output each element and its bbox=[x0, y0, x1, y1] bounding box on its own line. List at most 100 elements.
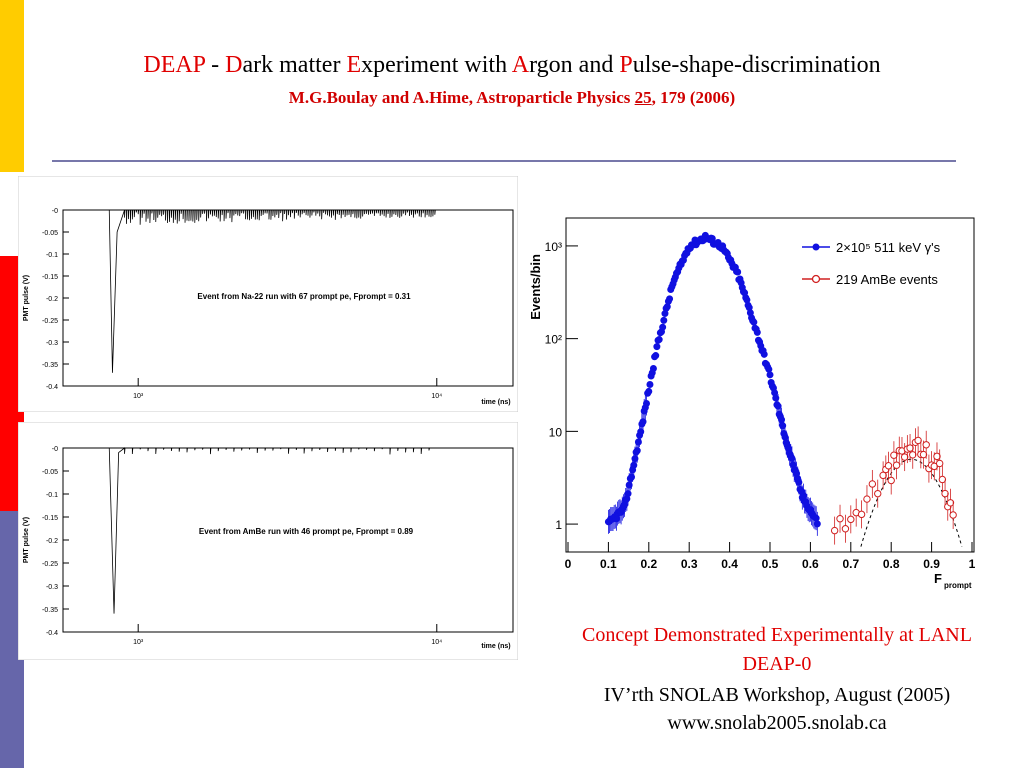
x-tick-label: 10³ bbox=[133, 639, 144, 646]
y-tick-label: -0.35 bbox=[42, 362, 58, 369]
title-part: D bbox=[225, 52, 243, 78]
gamma-point bbox=[642, 399, 650, 407]
gamma-point bbox=[708, 234, 716, 242]
y-tick-label: -0 bbox=[52, 446, 58, 453]
ambe-point bbox=[906, 444, 914, 452]
title-part: P bbox=[619, 52, 633, 78]
gamma-point bbox=[760, 350, 768, 358]
x-tick-label: 1 bbox=[969, 557, 976, 571]
caption-website: www.snolab2005.snolab.ca bbox=[667, 712, 887, 734]
y-axis-label: PMT pulse (V) bbox=[23, 275, 30, 321]
ambe-point bbox=[879, 471, 887, 480]
ambe-point bbox=[857, 510, 866, 519]
pulse-chart-na22: -0 -0.05 -0.1 -0.15 -0.2 -0.25 -0.3 -0.35 -0.4 1… bbox=[17, 175, 519, 413]
y-tick-label: -0 bbox=[52, 208, 58, 215]
ambe-point bbox=[946, 499, 955, 507]
data-points-group bbox=[604, 231, 957, 545]
title-part: A bbox=[511, 52, 530, 78]
gamma-point bbox=[666, 295, 674, 303]
legend-label-gamma: 2×10⁵ 511 keV γ's bbox=[836, 240, 941, 255]
reference-volume: 25 bbox=[634, 88, 652, 107]
y-axis-label: PMT pulse (V) bbox=[23, 517, 30, 563]
ambe-point bbox=[909, 451, 917, 459]
x-tick-label: 0.7 bbox=[842, 557, 859, 571]
x-axis-label-subscript: prompt bbox=[944, 581, 972, 590]
title-part: DEAP bbox=[143, 52, 206, 78]
title-part: rgon and bbox=[529, 52, 620, 78]
gamma-point bbox=[639, 418, 647, 426]
pmt-trace bbox=[63, 209, 513, 373]
y-tick-label: -0.05 bbox=[42, 469, 58, 476]
gamma-point bbox=[813, 520, 821, 528]
ambe-point bbox=[841, 525, 850, 533]
x-tick-label: 0 bbox=[565, 557, 572, 571]
y-tick-label: -0.2 bbox=[46, 296, 58, 303]
y-tick-label: -0.1 bbox=[46, 492, 58, 499]
caption-deap0: DEAP-0 bbox=[742, 653, 812, 675]
ambe-point bbox=[863, 495, 871, 503]
ambe-point bbox=[941, 489, 949, 498]
y-tick-label: -0.2 bbox=[46, 538, 58, 545]
y-tick-label: 10 bbox=[549, 425, 563, 439]
y-tick-label: -0.1 bbox=[46, 252, 58, 259]
ambe-point bbox=[938, 475, 947, 484]
x-tick-label: 10³ bbox=[133, 393, 144, 400]
y-tick-label: -0.3 bbox=[46, 584, 58, 591]
ambe-point bbox=[935, 459, 944, 468]
x-tick-group: 10³ 10⁴ bbox=[133, 378, 442, 400]
title-part: xperiment with bbox=[361, 52, 512, 78]
y-tick-label: 10² bbox=[545, 333, 562, 347]
x-tick-label: 0.2 bbox=[640, 557, 657, 571]
caption-workshop: IV’rth SNOLAB Workshop, August (2005) bbox=[603, 684, 951, 706]
gamma-point bbox=[653, 343, 661, 351]
x-tick-group: 0 0.1 0.2 0.3 0.4 0.5 0.6 0.7 0.8 0.9 1 bbox=[565, 542, 976, 571]
ambe-point bbox=[900, 453, 909, 461]
x-tick-label: 0.6 bbox=[802, 557, 819, 571]
y-tick-label: -0.05 bbox=[42, 230, 58, 237]
ambe-point bbox=[830, 526, 839, 535]
gamma-point bbox=[633, 447, 641, 455]
y-tick-label: 1 bbox=[555, 518, 562, 532]
ambe-point bbox=[847, 515, 855, 524]
pulse-chart-ambe-svg: -0 -0.05 -0.1 -0.15 -0.2 -0.25 -0.3 -0.35 -0.4 1… bbox=[17, 421, 519, 661]
event-annotation: Event from Na-22 run with 67 prompt pe, … bbox=[197, 292, 411, 301]
ambe-point bbox=[884, 462, 893, 470]
ambe-point bbox=[933, 452, 941, 461]
left-bar-yellow bbox=[0, 0, 24, 172]
x-tick-label: 0.5 bbox=[762, 557, 779, 571]
gamma-point bbox=[646, 380, 654, 388]
ambe-point bbox=[949, 511, 957, 519]
y-tick-label: -0.4 bbox=[46, 384, 58, 391]
ambe-point bbox=[914, 436, 922, 445]
x-tick-label: 10⁴ bbox=[431, 639, 442, 646]
title-divider bbox=[52, 160, 956, 162]
y-tick-label: -0.35 bbox=[42, 607, 58, 614]
pulse-chart-na22-svg: -0 -0.05 -0.1 -0.15 -0.2 -0.25 -0.3 -0.35 -0.4 1… bbox=[17, 175, 519, 413]
gamma-point bbox=[753, 328, 761, 336]
x-tick-label: 10⁴ bbox=[431, 393, 442, 400]
gamma-point bbox=[734, 268, 742, 276]
gamma-point bbox=[660, 316, 668, 324]
legend-marker-ambe bbox=[811, 274, 821, 284]
ambe-point bbox=[890, 451, 898, 459]
x-axis-label: time (ns) bbox=[481, 643, 510, 650]
y-axis-label: Events/bin bbox=[528, 254, 543, 320]
slide-title: DEAP - Dark matter Experiment with Argon… bbox=[0, 52, 1024, 79]
ambe-point bbox=[887, 476, 895, 485]
ambe-point bbox=[922, 441, 930, 449]
title-part: ark matter bbox=[242, 52, 347, 78]
title-part: E bbox=[346, 52, 362, 78]
y-tick-label: -0.15 bbox=[42, 274, 58, 281]
x-tick-label: 0.8 bbox=[883, 557, 900, 571]
y-tick-label: -0.4 bbox=[46, 630, 58, 637]
ambe-point bbox=[836, 515, 844, 523]
gamma-point bbox=[624, 490, 632, 498]
reference-tail: , 179 (2006) bbox=[651, 88, 736, 107]
title-part: - bbox=[205, 52, 226, 78]
x-axis-label: F bbox=[934, 571, 942, 586]
legend-marker-gamma bbox=[812, 243, 820, 251]
gamma-point bbox=[812, 514, 820, 522]
ambe-point bbox=[919, 450, 928, 459]
gamma-point bbox=[765, 365, 773, 373]
y-tick-label: 10³ bbox=[545, 240, 562, 254]
